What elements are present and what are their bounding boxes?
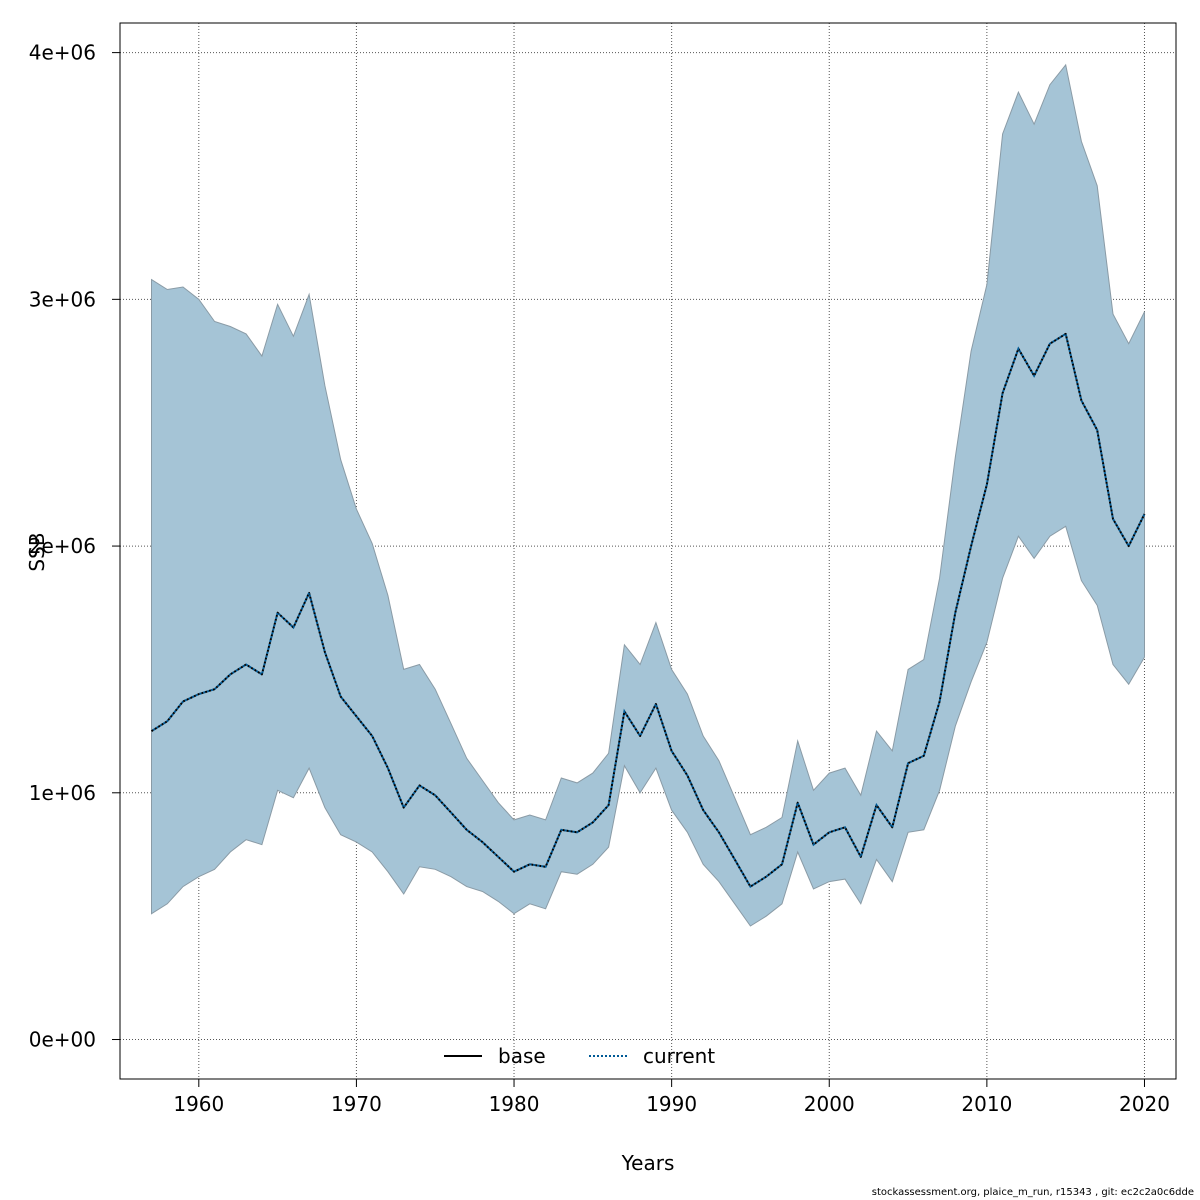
series-lines-layer bbox=[150, 332, 1146, 888]
y-tick-label-4e+06: 4e+06 bbox=[29, 41, 96, 65]
legend-current-label: current bbox=[643, 1044, 715, 1068]
series-line-current-dots bbox=[150, 332, 1146, 888]
plot-frame bbox=[119, 22, 1177, 1080]
axes: 1960 1970 1980 1990 2000 2010 2020 0e+00 1e+06 2e… bbox=[29, 41, 1170, 1116]
x-tick-label-1970: 1970 bbox=[331, 1092, 382, 1116]
confidence-band bbox=[151, 63, 1145, 927]
x-axis-title: Years bbox=[621, 1151, 675, 1175]
footer-credit: stockassessment.org, plaice_m_run, r1534… bbox=[871, 1187, 1194, 1198]
x-tick-label-1980: 1980 bbox=[489, 1092, 540, 1116]
y-tick-label-3e+06: 3e+06 bbox=[29, 287, 96, 311]
x-tick-label-2020: 2020 bbox=[1119, 1092, 1170, 1116]
y-tick-label-1e+06: 1e+06 bbox=[29, 781, 96, 805]
series-line-current bbox=[150, 332, 1146, 888]
y-tick-label-0e+00: 0e+00 bbox=[29, 1028, 96, 1052]
x-tick-label-2000: 2000 bbox=[804, 1092, 855, 1116]
x-tick-label-1990: 1990 bbox=[646, 1092, 697, 1116]
x-tick-label-1960: 1960 bbox=[173, 1092, 224, 1116]
y-axis-title: SSB bbox=[25, 532, 49, 571]
x-tick-label-2010: 2010 bbox=[961, 1092, 1012, 1116]
legend-base-label: base bbox=[498, 1044, 546, 1068]
y-tick-label-2e+06: 2e+06 bbox=[29, 534, 96, 558]
confidence-band-layer bbox=[151, 63, 1145, 927]
legend: base current bbox=[444, 1044, 715, 1068]
